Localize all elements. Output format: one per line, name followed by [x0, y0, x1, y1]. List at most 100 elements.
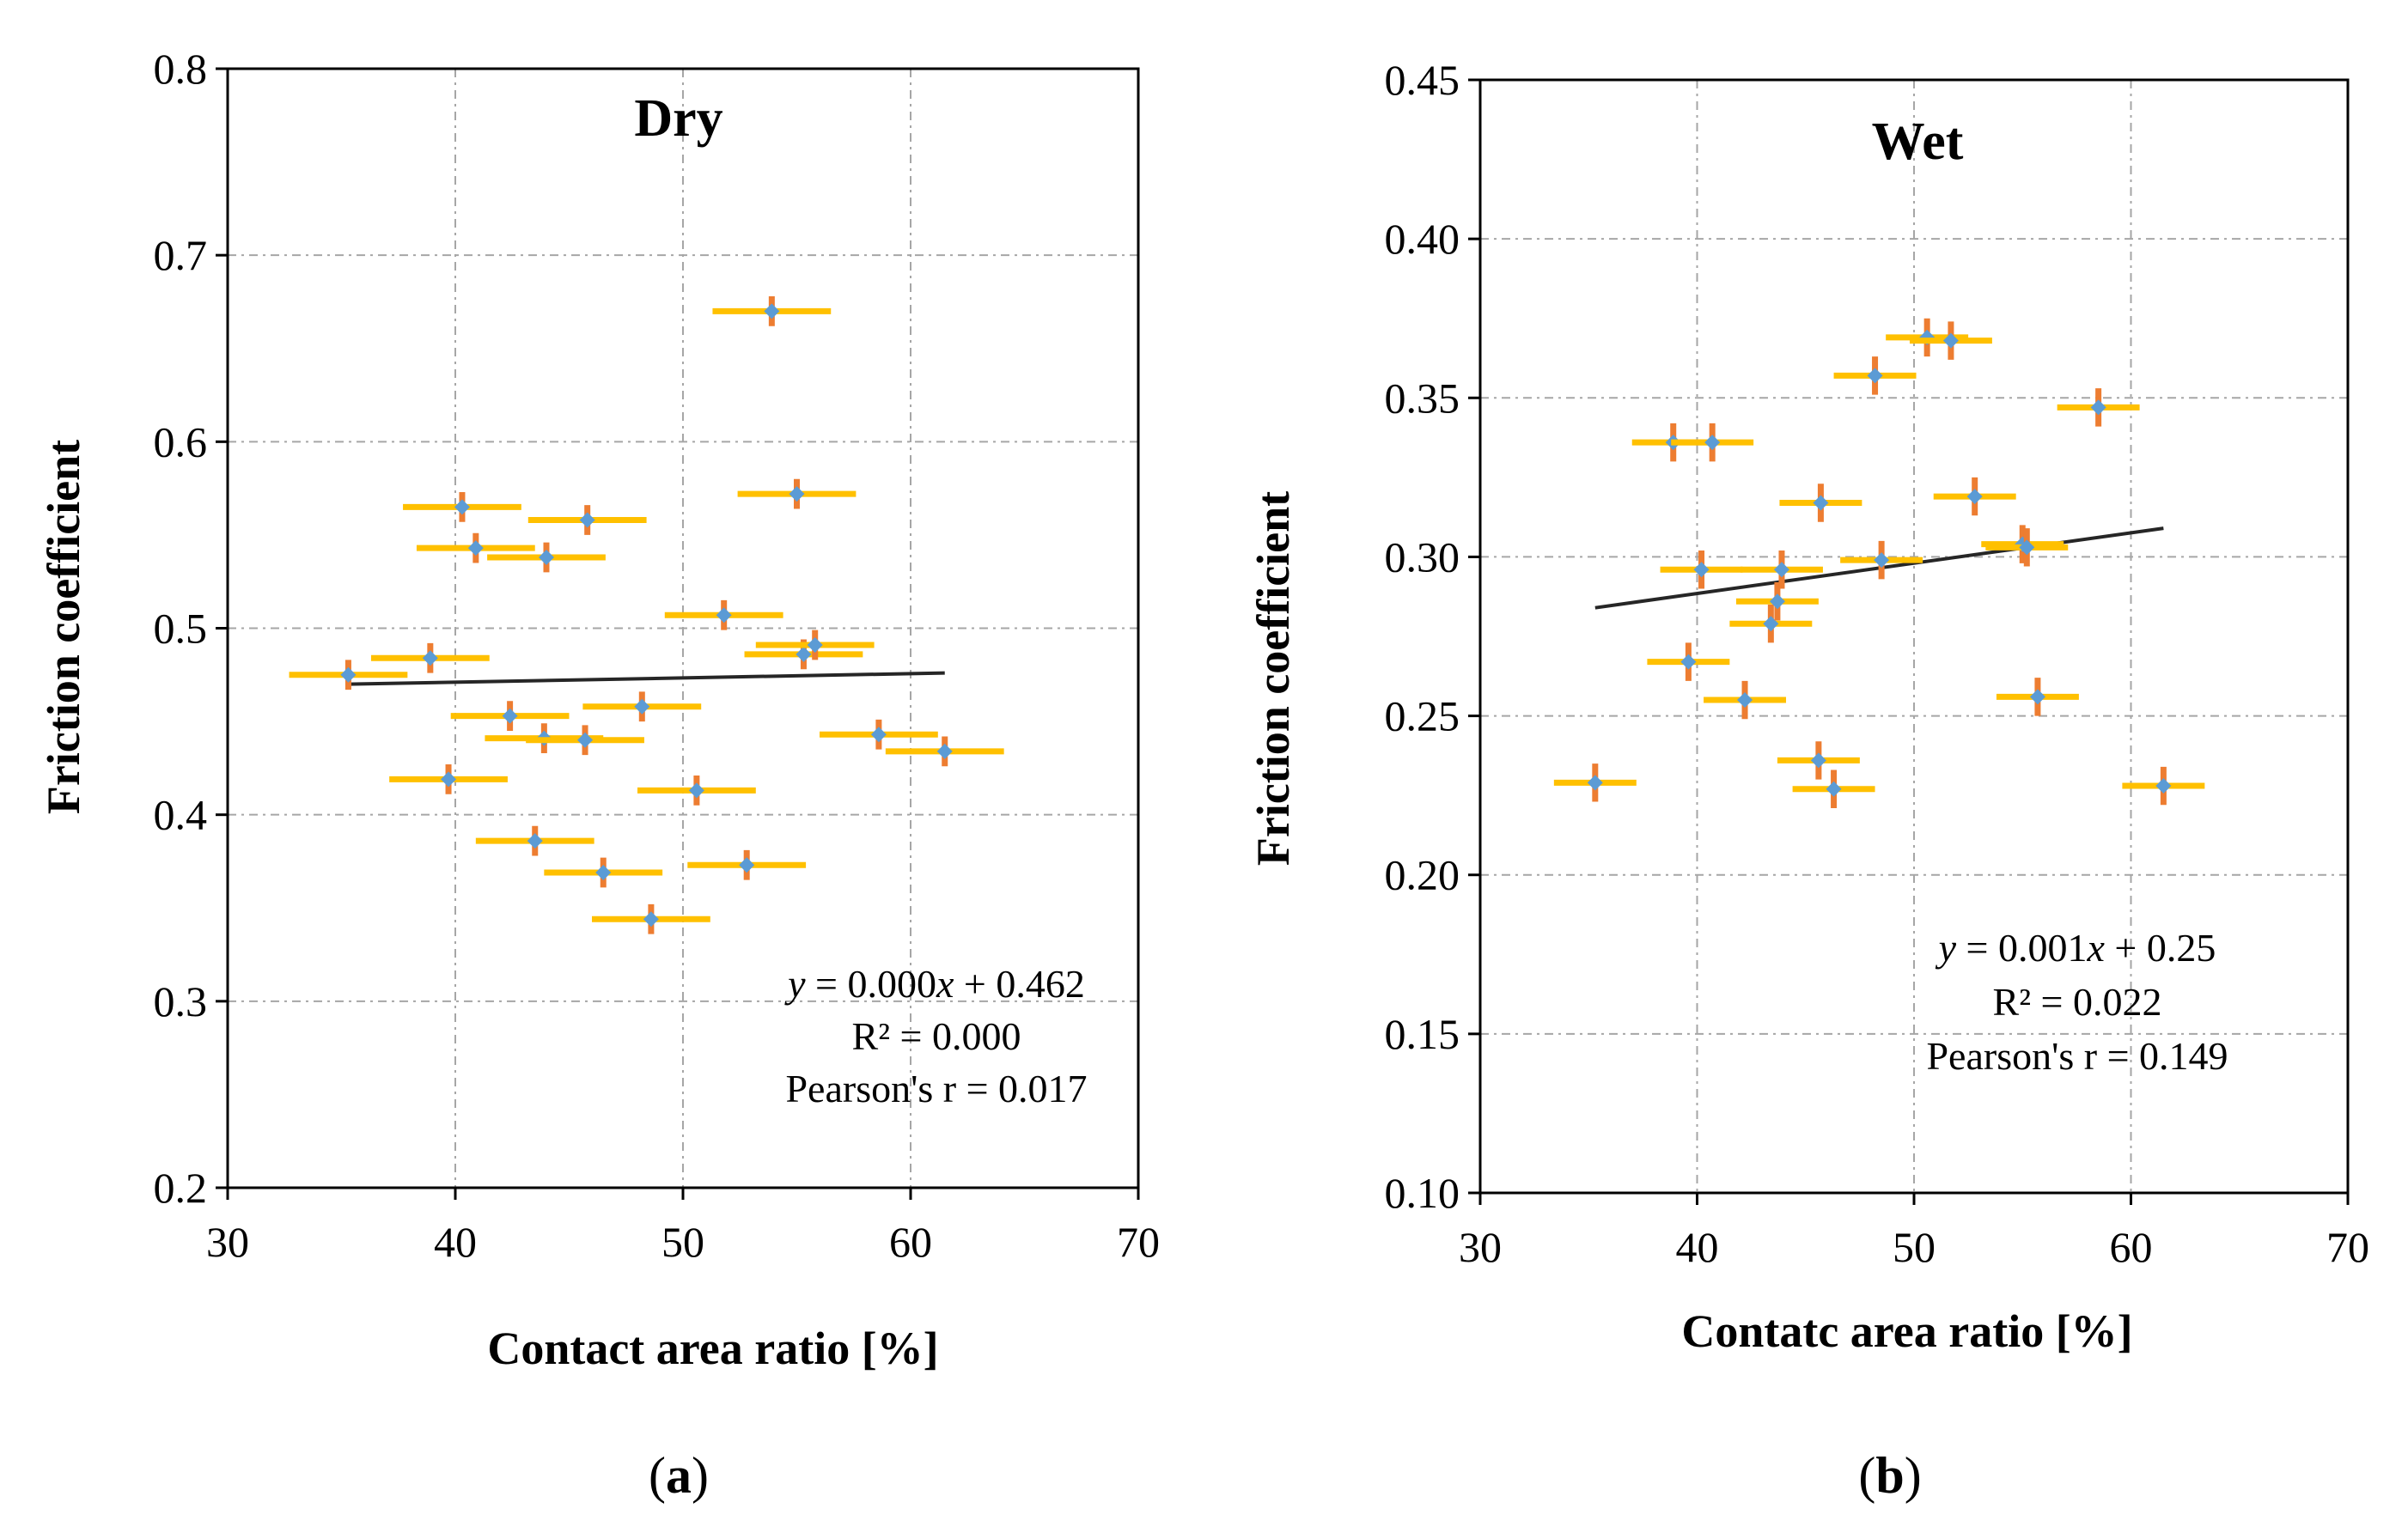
data-point-marker [936, 743, 953, 759]
data-point-marker [643, 911, 659, 928]
panel-caption: (b) [1858, 1447, 1921, 1504]
data-point [1933, 477, 2016, 516]
data-point [1777, 741, 1860, 780]
data-point [755, 630, 875, 660]
data-point-marker [870, 727, 887, 743]
data-point-marker [422, 650, 438, 666]
x-tick-label: 50 [661, 1218, 704, 1266]
data-point [664, 599, 783, 630]
data-point [1671, 423, 1754, 462]
regression-equation: y = 0.001x + 0.25 [1936, 926, 2216, 970]
y-tick-label: 0.5 [154, 605, 208, 653]
data-point-marker [467, 540, 484, 557]
r-squared-label: R² = 0.022 [1993, 980, 2162, 1024]
data-point [526, 725, 644, 756]
r-squared-label: R² = 0.000 [852, 1014, 1021, 1058]
y-tick-label: 0.30 [1385, 532, 1460, 581]
data-point-marker [577, 732, 594, 748]
x-tick-label: 50 [1893, 1223, 1936, 1271]
data-point-marker [716, 607, 732, 624]
data-point-marker [634, 698, 650, 715]
data-point [527, 505, 647, 535]
data-point [1729, 604, 1813, 643]
data-point-marker [2090, 399, 2106, 416]
data-point-marker [579, 512, 595, 528]
data-point-marker [1867, 368, 1883, 384]
data-point-marker [454, 499, 470, 515]
data-point [637, 776, 756, 806]
y-tick-label: 0.40 [1385, 215, 1460, 263]
data-point-marker [796, 646, 812, 662]
data-point-marker [340, 666, 357, 683]
y-axis-label: Friction coefficient [1247, 491, 1299, 866]
trendline [348, 671, 945, 686]
data-point-marker [1966, 489, 1983, 505]
data-point [885, 736, 1004, 767]
data-point-marker [539, 549, 554, 565]
data-point [687, 849, 807, 880]
data-point [1985, 528, 2069, 567]
x-tick-label: 70 [2326, 1223, 2369, 1271]
data-point-marker [527, 833, 543, 849]
data-point-marker [1874, 552, 1890, 569]
data-point [1740, 551, 1823, 589]
data-point [592, 903, 710, 934]
chart-panel-dry: 30 40 50 60 70 0.2 0.3 0.4 0.5 0.6 0.7 0.8 Dry Cont… [38, 45, 1160, 1504]
y-tick-label: 0.15 [1385, 1010, 1460, 1058]
data-point-marker [1813, 495, 1829, 511]
data-point [712, 295, 832, 326]
data-point-marker [1693, 562, 1710, 578]
x-tick-label: 60 [889, 1218, 932, 1266]
data-point-marker [1680, 654, 1697, 670]
x-tick-label: 70 [1117, 1218, 1160, 1266]
data-point [544, 857, 663, 888]
x-axis-label: Contact area ratio [%] [487, 1323, 938, 1374]
data-point [389, 764, 508, 794]
y-tick-label: 0.2 [154, 1164, 208, 1212]
data-point [370, 642, 490, 673]
data-point [416, 532, 535, 563]
data-point-marker [688, 782, 704, 799]
data-point-marker [807, 637, 823, 654]
data-point-marker [764, 303, 780, 319]
data-point [450, 701, 570, 731]
data-point [1660, 551, 1743, 589]
data-point [1735, 582, 1819, 621]
data-point-marker [1587, 775, 1603, 791]
data-point [1792, 770, 1875, 808]
data-point-marker [1737, 692, 1753, 709]
y-tick-label: 0.25 [1385, 692, 1460, 740]
y-tick-label: 0.4 [154, 791, 208, 839]
data-point [487, 542, 606, 573]
data-point [582, 691, 702, 722]
x-tick-label: 60 [2110, 1223, 2153, 1271]
y-tick-label: 0.45 [1385, 56, 1460, 104]
data-point [1996, 678, 2079, 716]
data-point [820, 719, 938, 750]
pearson-r-label: Pearson's r = 0.017 [785, 1067, 1087, 1110]
data-point [1647, 642, 1730, 681]
y-tick-label: 0.20 [1385, 851, 1460, 899]
data-point [289, 660, 408, 690]
x-tick-label: 40 [1676, 1223, 1719, 1271]
data-point [2057, 388, 2140, 427]
chart-panel-wet: 30 40 50 60 70 0.10 0.15 0.20 0.25 0.30 0.35 0.40 0.… [1247, 56, 2369, 1504]
data-point-marker [1704, 435, 1721, 451]
y-tick-label: 0.8 [154, 45, 208, 93]
y-tick-label: 0.10 [1385, 1169, 1460, 1217]
data-point-marker [1826, 781, 1842, 797]
pearson-r-label: Pearson's r = 0.149 [1926, 1034, 2228, 1078]
panel-caption: (a) [649, 1447, 709, 1504]
data-point-marker [441, 771, 457, 788]
data-point [1779, 484, 1862, 522]
data-point-marker [502, 708, 518, 724]
data-point-marker [1769, 593, 1785, 610]
data-point [1553, 763, 1637, 802]
y-tick-label: 0.3 [154, 977, 208, 1025]
data-point [475, 825, 594, 856]
chart-title: Wet [1872, 113, 1964, 171]
data-point [1909, 321, 1992, 360]
data-point-marker [1942, 332, 1959, 349]
x-tick-label: 40 [434, 1218, 477, 1266]
